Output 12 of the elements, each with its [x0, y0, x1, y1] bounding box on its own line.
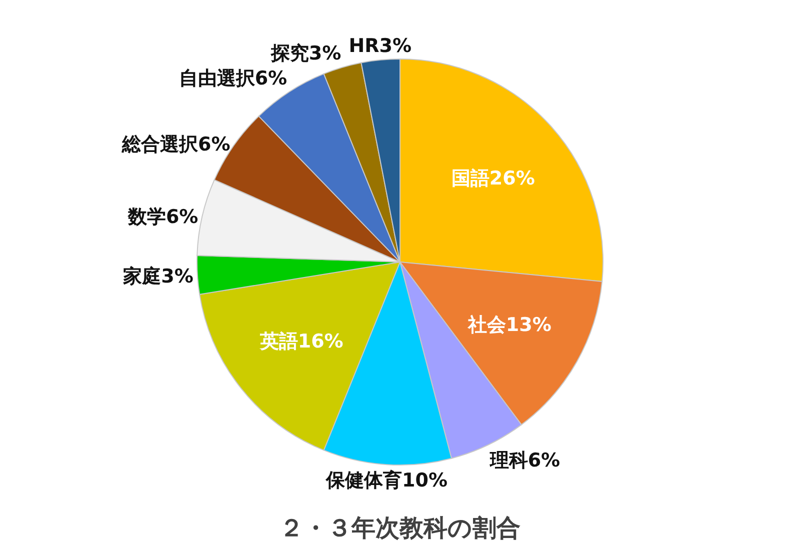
slice-label: 自由選択6%: [178, 68, 288, 90]
slice-label: 社会13%: [466, 314, 552, 336]
slice-label: 理科6%: [488, 450, 560, 472]
slice-label: 英語16%: [258, 330, 344, 352]
text: ２・３年次教科の割合: [280, 514, 520, 542]
slice-label: 数学6%: [126, 206, 198, 228]
slice-label: 保健体育10%: [324, 470, 448, 492]
slice-label: 国語26%: [451, 167, 535, 190]
slice-label: 家庭3%: [122, 265, 194, 288]
slice-label: 探究3%: [270, 42, 342, 65]
slice-label: 総合選択6%: [120, 134, 230, 156]
slice-label: HR3%: [348, 34, 412, 57]
